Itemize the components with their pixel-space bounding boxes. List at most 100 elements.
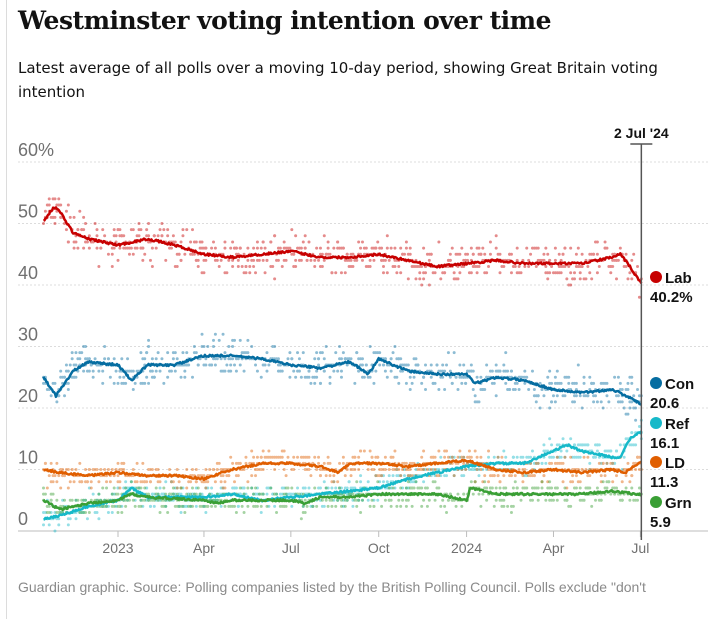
poll-dot (383, 455, 387, 459)
poll-dot (448, 492, 452, 496)
poll-dot (427, 252, 431, 256)
poll-dot (189, 504, 193, 508)
poll-dot (324, 498, 328, 502)
poll-dot (185, 363, 189, 367)
poll-dot (171, 357, 175, 361)
poll-dot (196, 265, 200, 269)
poll-dot (296, 455, 300, 459)
poll-dot (84, 498, 88, 502)
poll-dot (318, 252, 322, 256)
poll-dot (139, 486, 143, 490)
poll-dot (508, 252, 512, 256)
poll-dot (124, 486, 128, 490)
poll-dot (179, 486, 183, 490)
poll-dot (519, 375, 523, 379)
poll-dot (360, 357, 364, 361)
poll-dot (227, 357, 231, 361)
poll-dot (632, 252, 636, 256)
poll-dot (305, 455, 309, 459)
poll-dot (261, 492, 265, 496)
poll-dot (508, 388, 512, 392)
poll-dot (320, 252, 324, 256)
poll-dot (206, 345, 210, 348)
poll-dot (297, 369, 301, 373)
poll-dot (118, 228, 122, 232)
poll-dot (305, 504, 309, 508)
poll-dot (139, 228, 143, 232)
poll-dot (103, 468, 107, 471)
poll-dot (586, 265, 590, 269)
poll-dot (422, 498, 426, 502)
poll-dot (185, 468, 189, 471)
poll-dot (122, 246, 126, 250)
poll-dot (555, 461, 559, 465)
poll-dot (609, 265, 613, 269)
poll-dot (391, 468, 395, 471)
poll-dot (555, 369, 559, 373)
poll-dot (282, 449, 286, 453)
poll-dot (143, 252, 147, 256)
poll-dot (110, 492, 114, 496)
poll-dot (299, 246, 303, 250)
poll-dot (250, 486, 254, 490)
poll-dot (116, 228, 120, 232)
poll-dot (431, 271, 435, 275)
poll-dot (540, 480, 544, 484)
y-tick-label: 40 (18, 263, 38, 283)
poll-dot (263, 363, 267, 367)
poll-dot (261, 492, 265, 496)
poll-dot (156, 468, 160, 471)
poll-dot (567, 265, 571, 269)
poll-dot (68, 498, 72, 502)
poll-dot (412, 480, 416, 484)
poll-dot (622, 468, 626, 471)
poll-dot (328, 381, 332, 385)
poll-dot (324, 486, 328, 490)
poll-dot (120, 468, 124, 471)
poll-dot (534, 461, 538, 465)
poll-dot (466, 258, 470, 262)
poll-dot (378, 480, 382, 484)
poll-dot (133, 498, 137, 502)
poll-dot (435, 468, 439, 471)
poll-dot (551, 455, 555, 459)
poll-dot (399, 474, 403, 478)
poll-dot (351, 492, 355, 496)
poll-dot (242, 369, 246, 373)
poll-dot (76, 246, 80, 250)
poll-dot (175, 504, 179, 508)
poll-dot (383, 357, 387, 361)
poll-dot (307, 369, 311, 373)
poll-dot (168, 468, 172, 471)
poll-dot (244, 271, 248, 275)
poll-dot (171, 480, 175, 484)
poll-dot (376, 455, 380, 459)
series-line-ld (43, 458, 642, 482)
poll-dot (605, 394, 609, 398)
legend-value-ref: 16.1 (650, 435, 679, 452)
poll-dot (620, 498, 624, 502)
poll-dot (55, 203, 59, 207)
poll-dot (567, 504, 571, 508)
poll-dot (313, 455, 317, 459)
poll-dot (99, 246, 103, 250)
poll-dot (550, 455, 554, 459)
poll-dot (105, 504, 109, 508)
poll-dot (485, 486, 489, 490)
poll-dot (477, 265, 481, 269)
poll-dot (611, 461, 615, 465)
poll-dot (126, 246, 130, 250)
poll-dot (278, 369, 282, 373)
poll-dot (148, 504, 152, 508)
poll-dot (183, 369, 187, 373)
poll-dot (351, 504, 355, 508)
poll-dot (309, 381, 313, 385)
poll-dot (238, 246, 242, 250)
poll-dot (229, 504, 233, 508)
poll-dot (574, 455, 578, 459)
poll-dot (194, 258, 198, 262)
poll-dot (204, 511, 208, 515)
poll-dot (574, 252, 578, 256)
poll-dot (406, 480, 410, 484)
poll-dot (460, 455, 464, 459)
